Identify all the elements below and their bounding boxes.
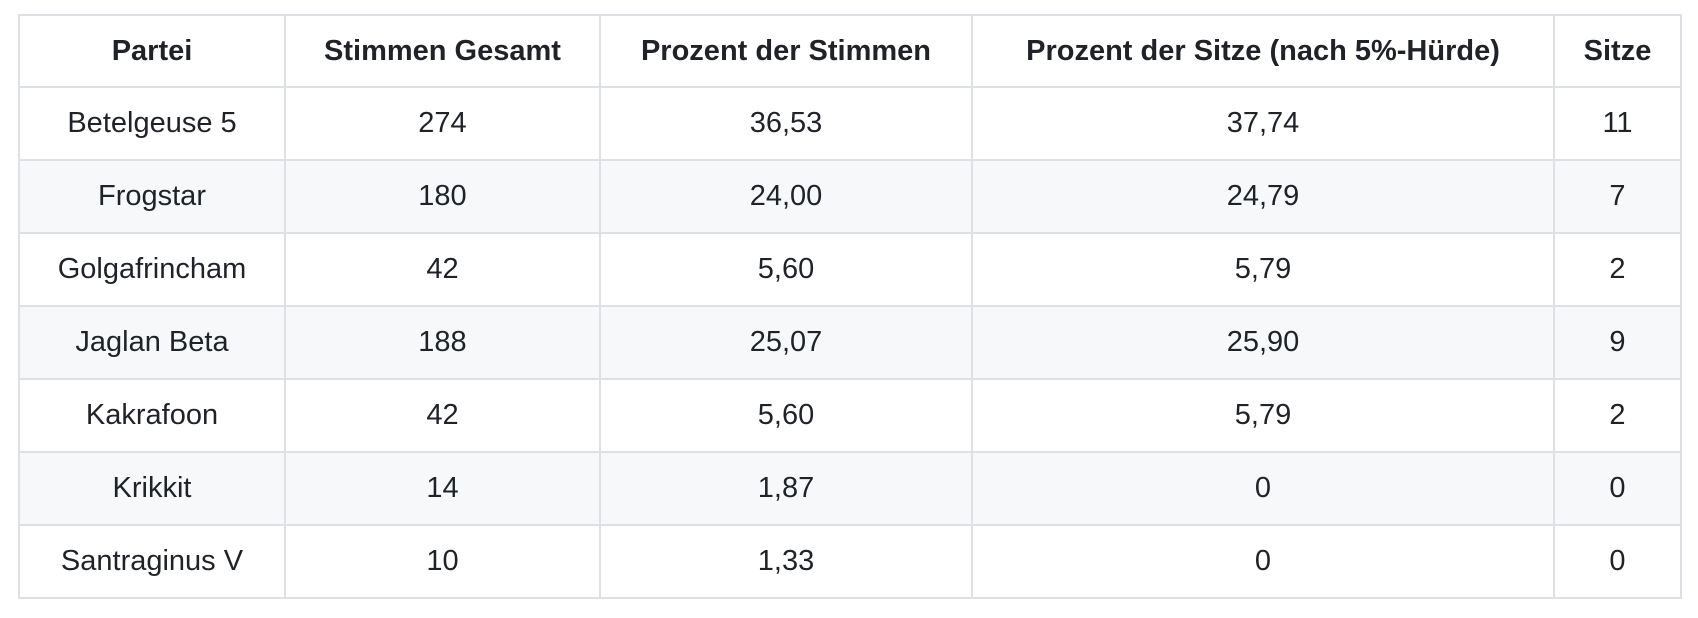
- cell-partei: Santraginus V: [18, 524, 286, 599]
- cell-prozent-sitze: 24,79: [971, 159, 1555, 234]
- cell-prozent-stimmen: 5,60: [599, 378, 973, 453]
- cell-stimmen-gesamt: 180: [284, 159, 601, 234]
- column-header-sitze: Sitze: [1553, 14, 1682, 88]
- column-header-partei: Partei: [18, 14, 286, 88]
- cell-sitze: 2: [1553, 232, 1682, 307]
- cell-partei: Frogstar: [18, 159, 286, 234]
- header-row: Partei Stimmen Gesamt Prozent der Stimme…: [18, 14, 1682, 88]
- cell-prozent-sitze: 5,79: [971, 378, 1555, 453]
- table-row: Santraginus V 10 1,33 0 0: [18, 524, 1682, 599]
- cell-sitze: 7: [1553, 159, 1682, 234]
- cell-prozent-sitze: 0: [971, 451, 1555, 526]
- cell-stimmen-gesamt: 274: [284, 86, 601, 161]
- table-row: Kakrafoon 42 5,60 5,79 2: [18, 378, 1682, 453]
- column-header-prozent-stimmen: Prozent der Stimmen: [599, 14, 973, 88]
- cell-prozent-stimmen: 36,53: [599, 86, 973, 161]
- cell-partei: Kakrafoon: [18, 378, 286, 453]
- cell-prozent-stimmen: 1,33: [599, 524, 973, 599]
- cell-stimmen-gesamt: 14: [284, 451, 601, 526]
- table-row: Betelgeuse 5 274 36,53 37,74 11: [18, 86, 1682, 161]
- cell-prozent-sitze: 37,74: [971, 86, 1555, 161]
- table-row: Krikkit 14 1,87 0 0: [18, 451, 1682, 526]
- cell-prozent-sitze: 0: [971, 524, 1555, 599]
- cell-prozent-stimmen: 24,00: [599, 159, 973, 234]
- cell-prozent-sitze: 5,79: [971, 232, 1555, 307]
- table-row: Frogstar 180 24,00 24,79 7: [18, 159, 1682, 234]
- cell-prozent-stimmen: 5,60: [599, 232, 973, 307]
- election-results-table: Partei Stimmen Gesamt Prozent der Stimme…: [18, 14, 1682, 599]
- cell-sitze: 0: [1553, 451, 1682, 526]
- column-header-stimmen-gesamt: Stimmen Gesamt: [284, 14, 601, 88]
- cell-partei: Krikkit: [18, 451, 286, 526]
- cell-sitze: 0: [1553, 524, 1682, 599]
- cell-prozent-stimmen: 25,07: [599, 305, 973, 380]
- cell-stimmen-gesamt: 42: [284, 232, 601, 307]
- cell-stimmen-gesamt: 188: [284, 305, 601, 380]
- cell-prozent-sitze: 25,90: [971, 305, 1555, 380]
- column-header-prozent-sitze: Prozent der Sitze (nach 5%-Hürde): [971, 14, 1555, 88]
- cell-sitze: 11: [1553, 86, 1682, 161]
- cell-sitze: 9: [1553, 305, 1682, 380]
- cell-sitze: 2: [1553, 378, 1682, 453]
- cell-partei: Betelgeuse 5: [18, 86, 286, 161]
- cell-partei: Golgafrincham: [18, 232, 286, 307]
- cell-stimmen-gesamt: 42: [284, 378, 601, 453]
- table-row: Jaglan Beta 188 25,07 25,90 9: [18, 305, 1682, 380]
- cell-prozent-stimmen: 1,87: [599, 451, 973, 526]
- table-row: Golgafrincham 42 5,60 5,79 2: [18, 232, 1682, 307]
- cell-partei: Jaglan Beta: [18, 305, 286, 380]
- cell-stimmen-gesamt: 10: [284, 524, 601, 599]
